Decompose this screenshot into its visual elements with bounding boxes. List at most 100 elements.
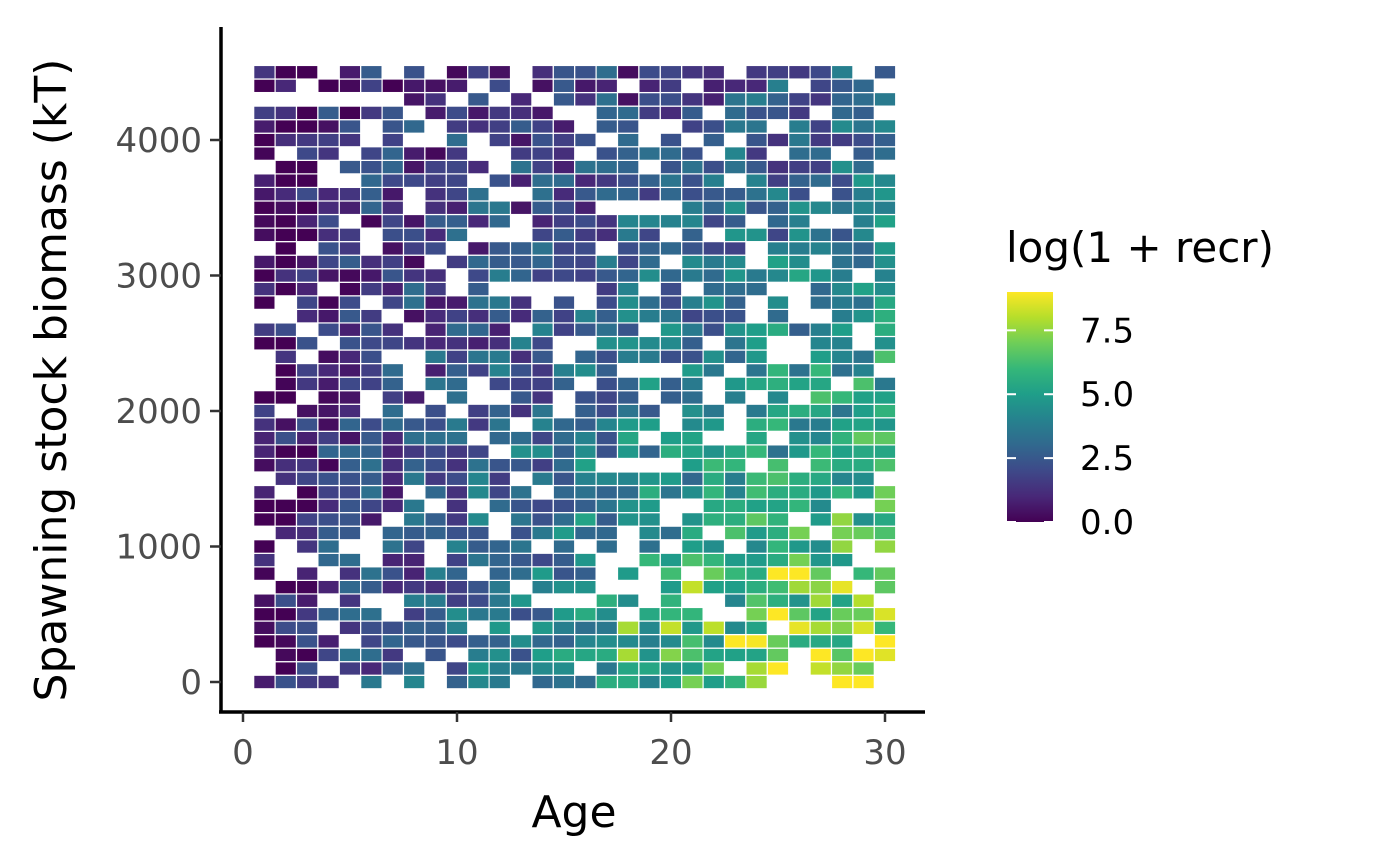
heatmap-tile <box>295 484 319 500</box>
x-axis-ticks: 0 10 20 30 <box>232 712 907 773</box>
heatmap-tile <box>424 227 447 243</box>
heatmap-tile <box>488 78 512 94</box>
heatmap-tile <box>574 566 597 581</box>
heatmap-tile <box>852 376 875 392</box>
heatmap-tile <box>809 322 833 338</box>
heatmap-tile <box>509 552 533 568</box>
heatmap-tile <box>788 403 811 419</box>
heatmap-tile <box>766 633 790 649</box>
heatmap-tile <box>681 444 704 460</box>
heatmap-tile <box>381 227 405 243</box>
heatmap-tile <box>274 525 298 541</box>
heatmap-tile <box>574 308 597 324</box>
heatmap-tile <box>488 579 512 595</box>
heatmap-tile <box>659 295 683 310</box>
heatmap-tile <box>702 64 726 80</box>
heatmap-tile <box>766 159 790 175</box>
heatmap-tile <box>531 647 554 663</box>
heatmap-tile <box>873 335 897 351</box>
heatmap-tile <box>360 444 383 460</box>
heatmap-tile <box>852 661 875 676</box>
heatmap-tile <box>253 132 276 148</box>
heatmap-tile <box>852 457 875 473</box>
heatmap-tile <box>509 512 533 527</box>
heatmap-tile <box>809 647 833 663</box>
heatmap-tile <box>360 105 383 121</box>
heatmap-tile <box>467 200 490 216</box>
heatmap-tile <box>424 579 447 595</box>
heatmap-tile <box>552 213 576 229</box>
heatmap-tile <box>552 146 576 161</box>
heatmap-tile <box>702 647 726 663</box>
heatmap-tile <box>830 241 854 256</box>
heatmap-tile <box>659 349 683 365</box>
heatmap-tile <box>467 661 490 676</box>
heatmap-tile <box>509 132 533 148</box>
heatmap-tile <box>295 119 319 134</box>
heatmap-tile <box>317 579 340 595</box>
heatmap-tile <box>788 430 811 446</box>
heatmap-tile <box>402 390 426 405</box>
heatmap-tile <box>659 674 683 690</box>
heatmap-tile <box>317 213 340 229</box>
heatmap-tile <box>467 444 490 460</box>
heatmap-tile <box>745 512 768 527</box>
heatmap-tile <box>253 390 276 405</box>
heatmap-tile <box>531 498 554 514</box>
heatmap-tile <box>659 390 683 405</box>
heatmap-tile <box>873 647 897 663</box>
heatmap-tile <box>253 539 276 554</box>
heatmap-tile <box>338 322 362 338</box>
heatmap-tile <box>253 620 276 636</box>
heatmap-tile <box>830 403 854 419</box>
heatmap-tile <box>852 91 875 107</box>
heatmap-tile <box>531 119 554 134</box>
heatmap-tile <box>681 227 704 243</box>
heatmap-tile <box>381 620 405 636</box>
heatmap-tile <box>702 579 726 595</box>
heatmap-tile <box>381 647 405 663</box>
heatmap-tile <box>317 119 340 134</box>
heatmap-tile <box>338 159 362 175</box>
heatmap-tile <box>402 308 426 324</box>
heatmap-tile <box>766 512 790 527</box>
heatmap-tile <box>317 539 340 554</box>
heatmap-tile <box>274 471 298 487</box>
heatmap-tile <box>488 539 512 554</box>
heatmap-tile <box>552 525 576 541</box>
heatmap-tile <box>659 159 683 175</box>
heatmap-tile <box>317 295 340 310</box>
heatmap-tile <box>509 498 533 514</box>
heatmap-tile <box>574 606 597 622</box>
heatmap-tile <box>467 322 490 338</box>
heatmap-tile <box>295 417 319 432</box>
heatmap-tile <box>595 661 619 676</box>
heatmap-tile <box>702 119 726 134</box>
heatmap-tile <box>681 146 704 161</box>
heatmap-tile <box>338 484 362 500</box>
heatmap-tile <box>274 633 298 649</box>
heatmap-tile <box>830 620 854 636</box>
heatmap-tile <box>253 417 276 432</box>
heatmap-tile <box>809 579 833 595</box>
heatmap-tile <box>873 186 897 202</box>
heatmap-tile <box>317 241 340 256</box>
heatmap-tile <box>381 146 405 161</box>
heatmap-tile <box>873 390 897 405</box>
heatmap-tile <box>723 78 747 94</box>
heatmap-tile <box>745 119 768 134</box>
heatmap-tile <box>595 186 619 202</box>
heatmap-tile <box>253 322 276 338</box>
heatmap-tile <box>552 322 576 338</box>
heatmap-tile <box>488 254 512 270</box>
x-tick-label: 0 <box>232 733 254 773</box>
heatmap-tile <box>360 213 383 229</box>
heatmap-tile <box>788 566 811 581</box>
heatmap-tile <box>809 403 833 419</box>
heatmap-tile <box>830 295 854 310</box>
heatmap-tile <box>338 227 362 243</box>
heatmap-tile <box>253 78 276 94</box>
heatmap-tile <box>381 105 405 121</box>
x-tick-label: 30 <box>863 733 906 773</box>
heatmap-tile <box>809 620 833 636</box>
